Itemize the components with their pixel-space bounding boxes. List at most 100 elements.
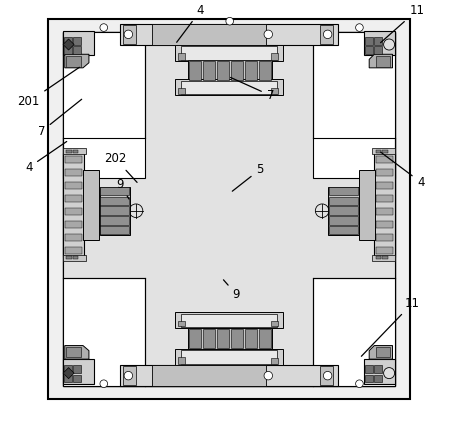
Bar bbox=[374, 375, 381, 382]
Bar bbox=[73, 365, 81, 373]
Bar bbox=[73, 256, 78, 259]
Bar bbox=[65, 247, 81, 254]
Bar bbox=[62, 138, 394, 278]
Bar bbox=[364, 375, 372, 382]
Bar bbox=[65, 221, 81, 229]
Bar bbox=[73, 37, 81, 45]
Bar bbox=[364, 365, 372, 373]
Bar bbox=[152, 24, 266, 45]
Bar bbox=[202, 61, 215, 80]
Bar bbox=[65, 169, 81, 176]
Bar bbox=[375, 347, 389, 357]
Bar bbox=[62, 359, 94, 384]
Bar bbox=[177, 53, 184, 60]
Bar bbox=[328, 216, 357, 225]
Bar bbox=[65, 234, 81, 241]
Circle shape bbox=[323, 371, 331, 380]
Bar bbox=[187, 60, 271, 81]
Bar bbox=[64, 375, 71, 382]
Bar bbox=[177, 88, 184, 94]
Bar bbox=[65, 195, 81, 202]
Bar bbox=[181, 350, 276, 364]
Bar bbox=[375, 234, 392, 241]
Bar bbox=[100, 197, 129, 205]
Text: 7: 7 bbox=[38, 99, 81, 138]
Bar bbox=[66, 150, 71, 153]
Bar bbox=[270, 358, 277, 364]
Bar bbox=[375, 56, 389, 67]
Bar bbox=[230, 61, 243, 80]
Bar bbox=[65, 181, 81, 189]
Bar bbox=[375, 247, 392, 254]
Bar bbox=[100, 226, 129, 234]
Text: 4: 4 bbox=[380, 152, 424, 189]
Bar bbox=[175, 45, 283, 61]
Text: 11: 11 bbox=[380, 4, 423, 43]
Bar bbox=[375, 150, 380, 153]
Bar bbox=[328, 206, 357, 215]
Bar bbox=[62, 255, 86, 261]
Bar bbox=[177, 321, 184, 326]
Bar bbox=[258, 329, 271, 348]
Bar bbox=[181, 314, 276, 327]
Bar bbox=[62, 32, 394, 386]
Bar bbox=[202, 329, 215, 348]
Bar bbox=[371, 148, 394, 154]
Polygon shape bbox=[369, 346, 392, 359]
Bar bbox=[374, 46, 381, 54]
Bar bbox=[270, 88, 277, 94]
Polygon shape bbox=[65, 54, 89, 68]
Text: 5: 5 bbox=[232, 163, 263, 191]
Bar bbox=[177, 357, 184, 364]
Bar bbox=[145, 32, 312, 386]
Bar bbox=[374, 365, 381, 373]
Bar bbox=[363, 31, 394, 55]
Bar bbox=[175, 312, 283, 328]
Bar bbox=[73, 150, 78, 153]
Bar bbox=[64, 37, 71, 45]
Bar bbox=[66, 56, 81, 67]
Bar bbox=[62, 31, 94, 55]
Circle shape bbox=[100, 24, 107, 31]
Bar bbox=[65, 208, 81, 215]
Bar bbox=[120, 365, 338, 386]
Bar bbox=[381, 150, 387, 153]
Bar bbox=[64, 46, 71, 54]
Text: 4: 4 bbox=[25, 142, 66, 174]
Bar bbox=[66, 256, 71, 259]
Bar bbox=[328, 197, 357, 205]
Circle shape bbox=[263, 371, 272, 380]
Bar bbox=[187, 328, 271, 349]
Text: 9: 9 bbox=[116, 178, 129, 199]
Text: 9: 9 bbox=[223, 280, 240, 301]
Bar bbox=[244, 329, 257, 348]
Bar bbox=[364, 37, 372, 45]
Bar bbox=[73, 46, 81, 54]
Polygon shape bbox=[63, 368, 74, 379]
Bar bbox=[188, 61, 201, 80]
Bar bbox=[48, 19, 410, 399]
Circle shape bbox=[383, 39, 394, 50]
Bar bbox=[374, 153, 394, 257]
Bar bbox=[328, 226, 357, 234]
Bar bbox=[216, 61, 229, 80]
Text: 201: 201 bbox=[17, 67, 79, 108]
Circle shape bbox=[225, 17, 233, 25]
Bar bbox=[175, 349, 283, 365]
Polygon shape bbox=[63, 39, 74, 50]
Bar bbox=[258, 61, 271, 80]
Text: 7: 7 bbox=[230, 78, 273, 102]
Bar bbox=[375, 208, 392, 215]
Bar bbox=[175, 79, 283, 95]
Bar bbox=[63, 153, 84, 257]
Bar bbox=[312, 32, 394, 178]
Bar bbox=[62, 278, 145, 386]
Bar bbox=[381, 256, 387, 259]
Circle shape bbox=[383, 368, 394, 379]
Circle shape bbox=[100, 380, 107, 388]
Bar bbox=[374, 37, 381, 45]
Bar bbox=[364, 46, 372, 54]
Circle shape bbox=[355, 24, 363, 31]
Bar bbox=[216, 329, 229, 348]
Bar bbox=[66, 347, 81, 357]
